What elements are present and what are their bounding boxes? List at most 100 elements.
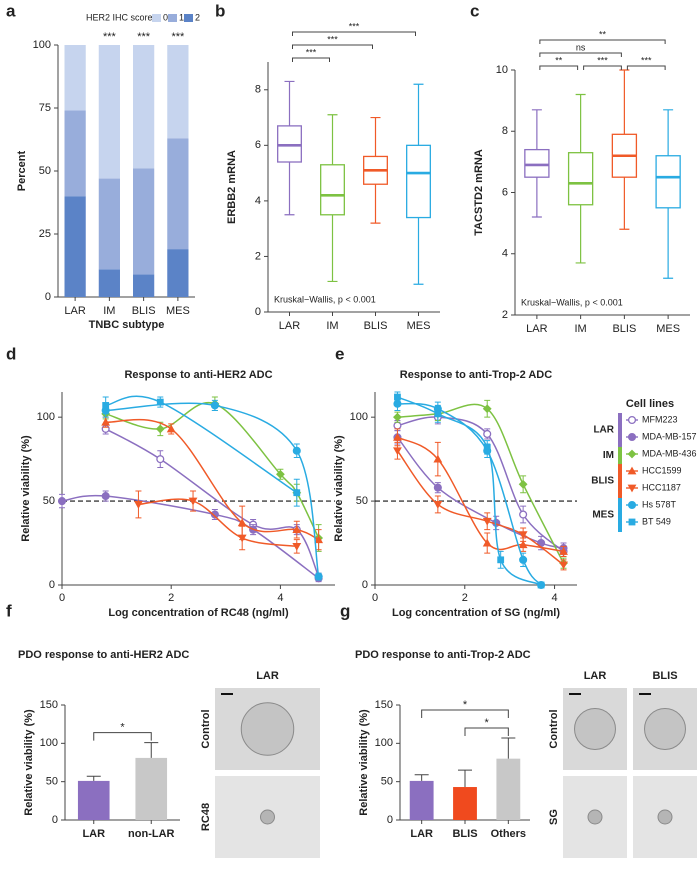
image-row-label: Control	[548, 709, 560, 748]
panel-letter: b	[215, 1, 225, 20]
marker	[627, 449, 637, 459]
box	[655, 155, 681, 209]
fit-curve	[397, 402, 542, 586]
marker	[188, 497, 198, 506]
x-tick-label: IM	[326, 320, 338, 332]
y-tick-label: 4	[255, 195, 261, 207]
marker	[393, 412, 402, 422]
legend-group-bar	[618, 464, 622, 498]
fit-curve	[105, 395, 298, 494]
bar-segment	[64, 110, 86, 197]
x-tick-label: BLIS	[452, 828, 477, 840]
y-tick-label: 25	[39, 228, 51, 240]
stat-note: Kruskal−Wallis, p < 0.001	[274, 294, 376, 304]
marker	[627, 432, 637, 442]
y-tick-label: 0	[255, 306, 261, 318]
box	[567, 152, 594, 206]
bar	[409, 780, 434, 820]
whisker	[327, 114, 338, 283]
significance-label: ***	[137, 31, 151, 43]
fit-curve	[397, 396, 542, 586]
marker	[276, 469, 285, 479]
x-axis-label: Log concentration of RC48 (ng/ml)	[108, 607, 289, 619]
bar	[496, 758, 521, 820]
marker	[292, 525, 302, 534]
fit-curve	[397, 403, 565, 564]
whisker	[575, 93, 586, 264]
significance-bracket	[464, 727, 509, 736]
marker	[627, 466, 637, 475]
marker	[559, 547, 568, 555]
marker	[433, 454, 443, 463]
legend-label: MFM223	[642, 414, 678, 424]
image-column-label: BLIS	[652, 670, 677, 682]
y-axis-label: Relative viability (%)	[20, 435, 32, 542]
legend-label: 1	[179, 12, 184, 22]
whisker	[370, 116, 381, 224]
marker	[518, 479, 528, 489]
fit-curve	[138, 498, 297, 548]
significance-bracket	[292, 31, 416, 36]
x-tick-label: BLIS	[364, 320, 388, 332]
y-tick-label: 50	[43, 495, 55, 507]
significance-label: ***	[103, 31, 117, 43]
significance-label: ***	[171, 31, 185, 43]
marker	[101, 492, 110, 501]
marker	[156, 398, 164, 406]
y-tick-label: 6	[502, 186, 508, 198]
marker	[537, 581, 545, 589]
fit-curve	[397, 436, 564, 553]
marker	[155, 424, 165, 434]
significance-bracket	[93, 732, 152, 741]
legend-label: HCC1599	[642, 465, 682, 475]
chart-title: Response to anti-Trop-2 ADC	[400, 369, 552, 381]
significance-label: **	[599, 29, 607, 39]
box	[320, 164, 345, 216]
fit-curve	[105, 402, 320, 577]
x-tick-label: 2	[168, 592, 174, 604]
marker	[156, 455, 165, 464]
marker	[518, 531, 528, 540]
fit-curve	[61, 494, 320, 579]
chart-title: Response to anti-HER2 ADC	[124, 369, 272, 381]
y-tick-label: 2	[255, 250, 261, 262]
error-bar	[501, 737, 516, 759]
box	[524, 148, 550, 178]
box	[406, 144, 431, 219]
marker	[433, 501, 443, 509]
x-tick-label: BLIS	[612, 323, 636, 335]
legend-group-label: IM	[603, 450, 614, 461]
error-bar	[86, 775, 101, 781]
marker	[483, 429, 492, 439]
organoid	[587, 809, 603, 825]
legend-label: HCC1187	[642, 482, 681, 492]
y-tick-label: 2	[502, 309, 508, 321]
bar-segment	[98, 45, 120, 179]
whisker	[413, 83, 424, 285]
significance-label: **	[555, 55, 563, 65]
y-tick-label: 0	[49, 579, 55, 591]
y-tick-label: 100	[40, 737, 58, 749]
x-tick-label: 2	[462, 592, 468, 604]
y-tick-label: 6	[255, 139, 261, 151]
legend-label: 2	[195, 12, 200, 22]
y-axis-label: Relative viability (%)	[358, 709, 370, 816]
marker	[314, 535, 324, 544]
significance-bracket	[292, 57, 330, 62]
y-tick-label: 10	[496, 64, 508, 76]
significance-label: ***	[327, 34, 338, 44]
y-tick-label: 8	[255, 84, 261, 96]
bar-segment	[64, 45, 86, 111]
bar-segment	[167, 138, 189, 250]
y-tick-label: 50	[356, 495, 368, 507]
image-row-label: RC48	[200, 803, 212, 831]
y-tick-label: 50	[39, 165, 51, 177]
x-tick-label: MES	[407, 320, 431, 332]
marker	[166, 424, 176, 433]
y-tick-label: 75	[39, 102, 51, 114]
x-tick-label: LAR	[526, 323, 547, 335]
marker	[519, 555, 528, 564]
marker	[628, 518, 636, 526]
legend-label: 0	[163, 12, 168, 22]
legend-group-label: MES	[592, 510, 614, 521]
